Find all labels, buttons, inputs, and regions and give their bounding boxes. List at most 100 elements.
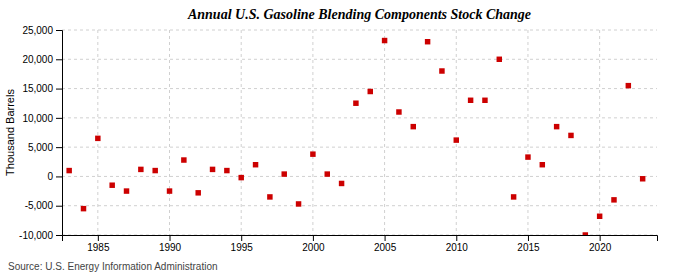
point	[339, 181, 344, 186]
x-tick-mark	[313, 235, 314, 241]
point	[568, 133, 573, 138]
x-tick-mark	[385, 235, 386, 241]
x-grid-line	[527, 30, 528, 235]
point	[181, 157, 186, 162]
x-tick: 2005	[374, 235, 397, 253]
x-grid-line	[97, 30, 98, 235]
y-tick: 0	[47, 171, 62, 182]
x-tick: 1995	[231, 235, 254, 253]
y-tick: 5,000	[28, 142, 62, 153]
x-tick-mark	[98, 235, 99, 241]
y-grid-line	[62, 88, 657, 89]
point	[124, 188, 129, 193]
y-tick-mark	[56, 147, 62, 148]
x-grid-line	[599, 30, 600, 235]
y-axis-label: Thousand Barrels	[4, 89, 16, 176]
x-tick: 2010	[446, 235, 469, 253]
y-tick: 10,000	[22, 113, 62, 124]
x-tick-mark	[456, 235, 457, 241]
x-tick-label: 1990	[159, 242, 182, 253]
y-grid-line	[62, 30, 657, 31]
y-tick-label: 0	[47, 171, 53, 182]
title: Annual U.S. Gasoline Blending Components…	[187, 7, 531, 22]
point	[454, 137, 459, 142]
point	[482, 98, 487, 103]
y-tick-mark	[56, 30, 62, 31]
point	[640, 176, 645, 181]
point	[583, 232, 588, 235]
point	[325, 171, 330, 176]
y-grid-line	[62, 205, 657, 206]
point	[310, 151, 315, 156]
x-grid-line	[169, 30, 170, 235]
point	[167, 188, 172, 193]
x-grid-line	[456, 30, 457, 235]
y-tick-label: 25,000	[22, 25, 53, 36]
source-note: Source: U.S. Energy Information Administ…	[8, 261, 218, 272]
y-tick-label: 15,000	[22, 83, 53, 94]
point	[296, 201, 301, 206]
x-tick-label: 2000	[302, 242, 325, 253]
x-tick: 2000	[302, 235, 325, 253]
point	[195, 190, 200, 195]
point	[540, 162, 545, 167]
y-tick-mark	[56, 176, 62, 177]
y-tick-mark	[56, 206, 62, 207]
point	[353, 100, 358, 105]
point	[439, 68, 444, 73]
point	[554, 124, 559, 129]
point	[281, 171, 286, 176]
point	[626, 83, 631, 88]
point	[396, 109, 401, 114]
x-tick-label: 1985	[87, 242, 110, 253]
x-tick-label: 2005	[374, 242, 397, 253]
x-tick-label: 1995	[231, 242, 254, 253]
x-tick: 1985	[87, 235, 110, 253]
y-grid-line	[62, 59, 657, 60]
point	[611, 197, 616, 202]
point	[597, 214, 602, 219]
grid	[62, 30, 657, 235]
points	[66, 38, 645, 235]
y-tick-label: 20,000	[22, 54, 53, 65]
y-tick-mark	[56, 235, 62, 236]
point	[109, 182, 114, 187]
point	[152, 168, 157, 173]
point	[382, 38, 387, 43]
y-tick-mark	[56, 118, 62, 119]
point	[253, 162, 258, 167]
x-tick-label: 2020	[589, 242, 612, 253]
y-tick: 25,000	[22, 25, 62, 36]
y-tick: 20,000	[22, 54, 62, 65]
point	[368, 89, 373, 94]
x-axis-line	[63, 236, 658, 242]
x-grid-line	[312, 30, 313, 235]
x-grid-line	[384, 30, 385, 235]
y-grid-line	[62, 147, 657, 148]
point	[425, 39, 430, 44]
x-tick: 1990	[159, 235, 182, 253]
y-tick: -5,000	[25, 200, 62, 211]
plot: 19851990199520002005201020152020-10,000-…	[19, 25, 657, 253]
point	[95, 136, 100, 141]
y-tick-label: 5,000	[28, 142, 53, 153]
x-axis: 19851990199520002005201020152020	[63, 235, 658, 253]
y-tick: 15,000	[22, 83, 62, 94]
x-tick-mark	[600, 235, 601, 241]
point	[224, 168, 229, 173]
point	[411, 124, 416, 129]
point	[66, 168, 71, 173]
x-tick-label: 2010	[446, 242, 469, 253]
x-tick-mark	[241, 235, 242, 241]
y-tick-label: -5,000	[25, 200, 54, 211]
chart: 19851990199520002005201020152020-10,000-…	[0, 0, 675, 275]
point	[497, 57, 502, 62]
y-axis: -10,000 -5,000 0 5,000 10,000 15,000 20,000 25,…	[19, 25, 62, 241]
y-tick-label: -10,000	[19, 230, 53, 241]
x-tick-mark	[170, 235, 171, 241]
point	[511, 194, 516, 199]
point	[267, 194, 272, 199]
y-axis-line	[56, 31, 63, 236]
y-tick-label: 10,000	[22, 113, 53, 124]
x-grid-line	[241, 30, 242, 235]
